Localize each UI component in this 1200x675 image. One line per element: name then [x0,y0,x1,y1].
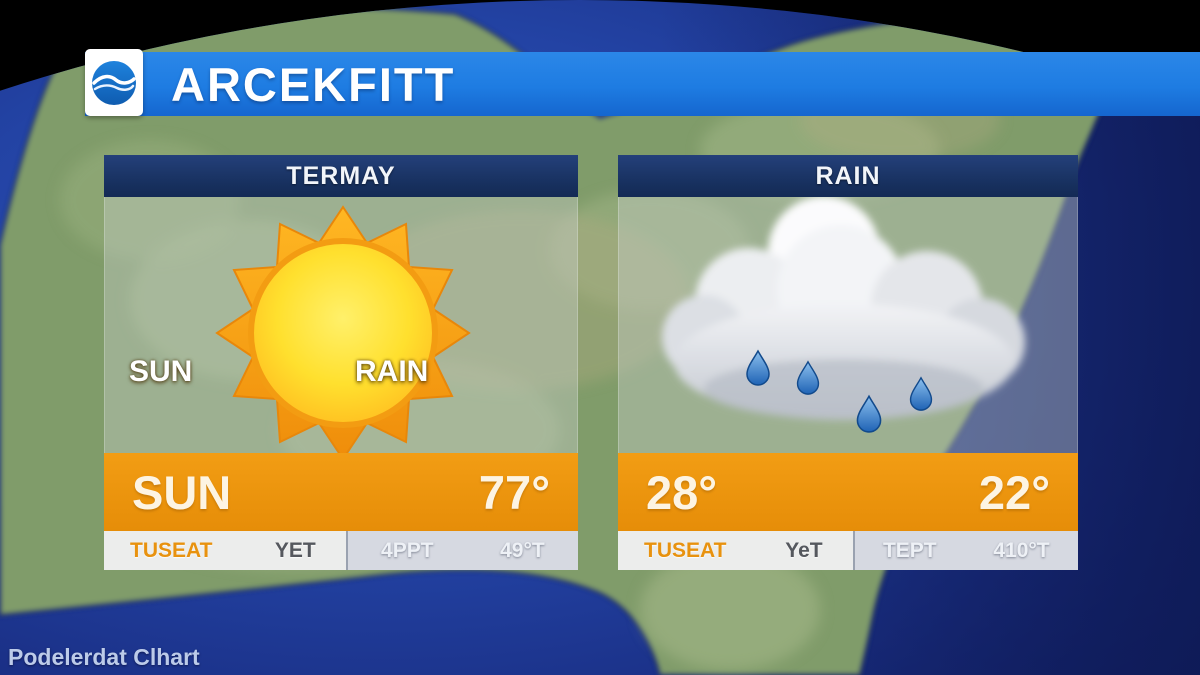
station-name: ARCEKFITT [171,57,456,111]
temperature-bar: 28° 22° [618,453,1078,531]
strip-right-segment: TEPT 410°T [854,531,1078,570]
bar-condition: SUN [132,465,232,519]
bar-temperature-low: 22° [978,465,1050,519]
strip-right-segment: 4PPT 49°T [347,531,578,570]
rain-condition-label: RAIN [355,355,429,388]
rain-cloud-icon [662,197,1025,433]
bar-temperature-high: 28° [646,465,718,519]
strip-metric-2: 49°T [500,538,545,562]
forecast-panel-rain: RAIN [618,155,1078,570]
sun-condition-label: SUN [129,355,193,388]
caption-strip: TUSEAT YeT TEPT 410°T [618,531,1078,570]
caption-strip: TUSEAT YET 4PPT 49°T [104,531,578,570]
panel-body [618,197,1078,453]
strip-metric-1: 4PPT [381,538,434,562]
panel-title: RAIN [618,155,1078,197]
strip-left-segment: TUSEAT YET [104,531,346,570]
strip-metric-2: 410°T [993,538,1050,562]
attribution-text: Podelerdat Clhart [8,644,200,670]
strip-secondary: YeT [785,538,823,562]
wave-icon [92,60,136,105]
strip-label: TUSEAT [130,538,213,562]
forecast-panel-sun: TERMAY SUN RAIN [104,155,578,570]
strip-left-segment: TUSEAT YeT [618,531,853,570]
strip-divider [345,531,348,570]
strip-label: TUSEAT [644,538,727,562]
strip-metric-1: TEPT [882,538,937,562]
sun-icon [215,205,471,453]
station-logo [85,49,143,116]
strip-secondary: YET [274,538,316,562]
strip-divider [852,531,855,570]
temperature-bar: SUN 77° [104,453,578,531]
panel-title: TERMAY [104,155,578,197]
bar-temperature: 77° [478,465,550,519]
header-banner: ARCEKFITT [85,52,1200,116]
panel-body: SUN RAIN [104,197,578,453]
